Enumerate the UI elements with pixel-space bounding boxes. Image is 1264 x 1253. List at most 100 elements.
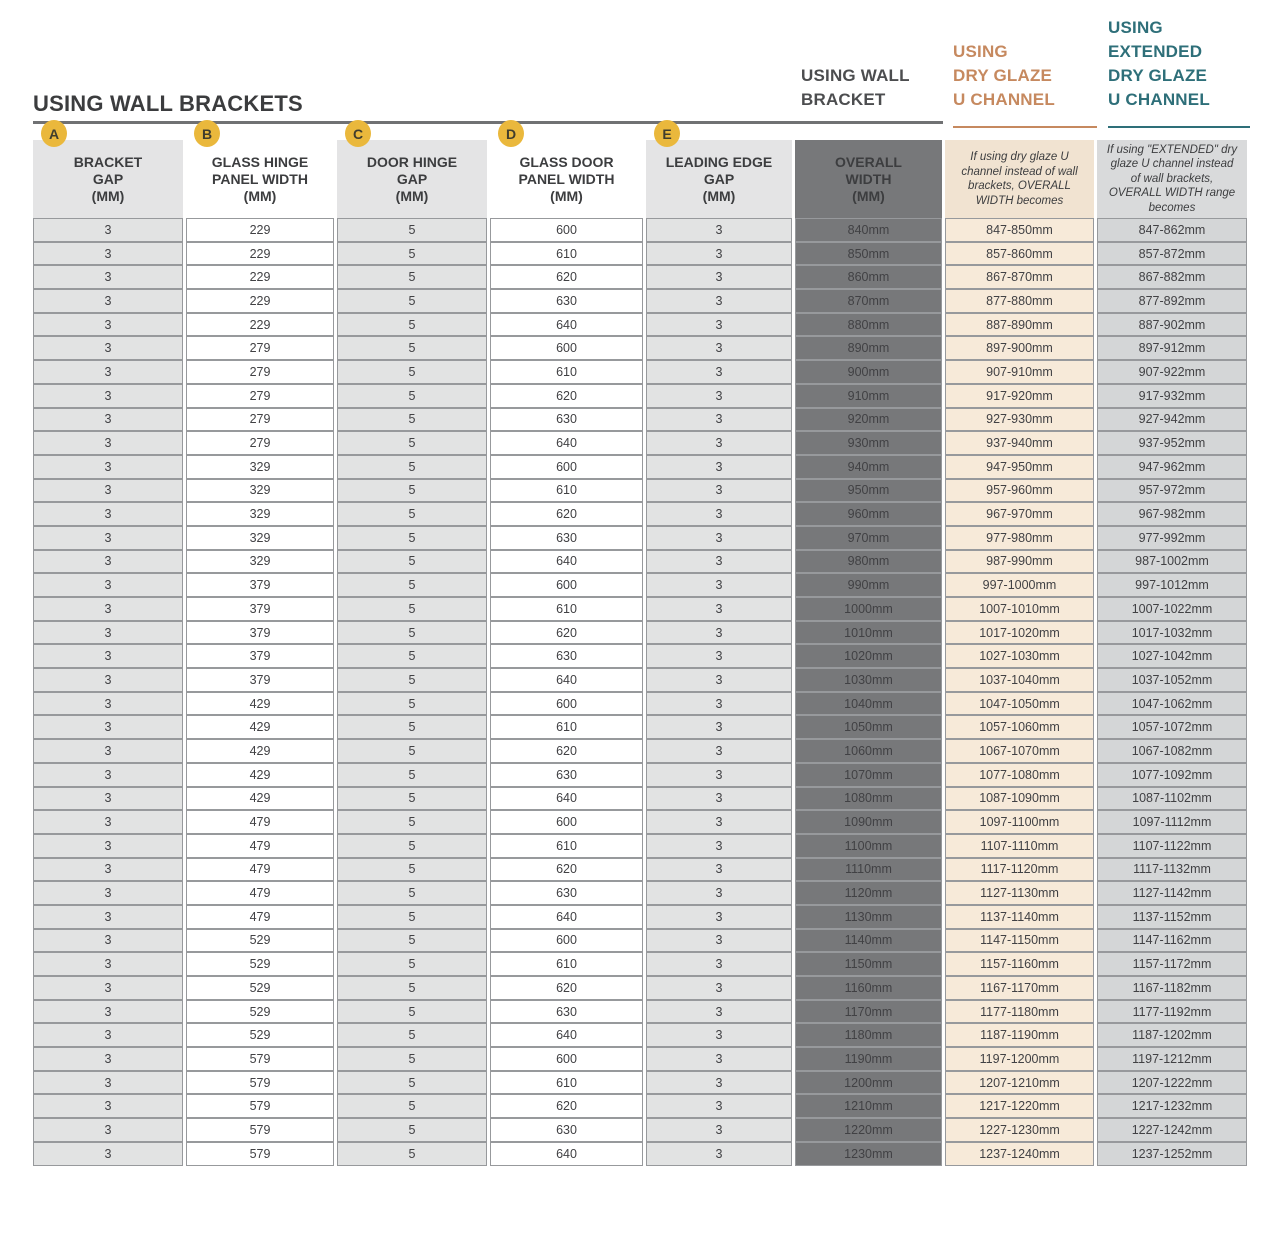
- cell-extended-dry-glaze-width: 967-982mm: [1097, 502, 1247, 526]
- table-row: 3 379 5 640 3 1030mm 1037-1040mm 1037-1052mm: [33, 668, 1247, 692]
- table-row: 3 579 5 640 3 1230mm 1237-1240mm 1237-1252mm: [33, 1141, 1247, 1166]
- cell-bracket-gap: 3: [33, 976, 183, 1000]
- table-row: 3 579 5 630 3 1220mm 1227-1230mm 1227-1242mm: [33, 1118, 1247, 1142]
- cell-overall-width: 990mm: [795, 573, 942, 597]
- col-header-glass-hinge-panel-width: GLASS HINGE PANEL WIDTH (MM): [186, 140, 334, 218]
- table-row: 3 579 5 600 3 1190mm 1197-1200mm 1197-1212mm: [33, 1047, 1247, 1071]
- cell-dry-glaze-width: 1197-1200mm: [945, 1047, 1094, 1071]
- cell-door-hinge-gap: 5: [337, 502, 487, 526]
- cell-overall-width: 1060mm: [795, 739, 942, 763]
- divider-dark: [33, 121, 943, 124]
- cell-dry-glaze-width: 1027-1030mm: [945, 644, 1094, 669]
- cell-door-hinge-gap: 5: [337, 668, 487, 692]
- cell-extended-dry-glaze-width: 1037-1052mm: [1097, 668, 1247, 692]
- cell-leading-edge-gap: 3: [646, 1141, 792, 1166]
- cell-extended-dry-glaze-width: 857-872mm: [1097, 241, 1247, 266]
- cell-bracket-gap: 3: [33, 881, 183, 905]
- cell-leading-edge-gap: 3: [646, 431, 792, 455]
- cell-leading-edge-gap: 3: [646, 644, 792, 669]
- table-row: 3 279 5 600 3 890mm 897-900mm 897-912mm: [33, 336, 1247, 361]
- cell-dry-glaze-width: 1237-1240mm: [945, 1141, 1094, 1166]
- cell-overall-width: 860mm: [795, 265, 942, 290]
- cell-extended-dry-glaze-width: 1227-1242mm: [1097, 1118, 1247, 1142]
- cell-extended-dry-glaze-width: 1157-1172mm: [1097, 952, 1247, 976]
- cell-leading-edge-gap: 3: [646, 573, 792, 597]
- cell-glass-hinge-panel-width: 379: [186, 597, 334, 621]
- cell-glass-door-panel-width: 630: [490, 881, 643, 905]
- cell-extended-dry-glaze-width: 1117-1132mm: [1097, 857, 1247, 882]
- cell-leading-edge-gap: 3: [646, 289, 792, 313]
- cell-bracket-gap: 3: [33, 715, 183, 740]
- cell-leading-edge-gap: 3: [646, 360, 792, 384]
- cell-glass-door-panel-width: 600: [490, 573, 643, 597]
- table-row: 3 529 5 640 3 1180mm 1187-1190mm 1187-1202mm: [33, 1023, 1247, 1048]
- cell-glass-door-panel-width: 600: [490, 691, 643, 716]
- cell-door-hinge-gap: 5: [337, 644, 487, 669]
- cell-extended-dry-glaze-width: 1107-1122mm: [1097, 833, 1247, 858]
- table-row: 3 329 5 600 3 940mm 947-950mm 947-962mm: [33, 454, 1247, 479]
- cell-glass-door-panel-width: 610: [490, 833, 643, 858]
- col-header-door-hinge-gap: DOOR HINGE GAP (MM): [337, 140, 487, 218]
- col-header-dry-glaze-width: If using dry glaze U channel instead of …: [945, 140, 1094, 218]
- cell-bracket-gap: 3: [33, 952, 183, 976]
- cell-leading-edge-gap: 3: [646, 597, 792, 621]
- cell-overall-width: 1190mm: [795, 1047, 942, 1071]
- cell-glass-door-panel-width: 600: [490, 336, 643, 361]
- cell-leading-edge-gap: 3: [646, 525, 792, 550]
- cell-glass-hinge-panel-width: 429: [186, 762, 334, 787]
- table-row: 3 429 5 610 3 1050mm 1057-1060mm 1057-1072mm: [33, 715, 1247, 740]
- cell-extended-dry-glaze-width: 1127-1142mm: [1097, 881, 1247, 905]
- cell-leading-edge-gap: 3: [646, 999, 792, 1024]
- group-heading-wall-bracket: USING WALL BRACKET: [801, 66, 910, 109]
- cell-bracket-gap: 3: [33, 431, 183, 455]
- cell-glass-hinge-panel-width: 329: [186, 525, 334, 550]
- cell-extended-dry-glaze-width: 1147-1162mm: [1097, 928, 1247, 953]
- cell-glass-door-panel-width: 600: [490, 218, 643, 242]
- badge-d-icon: D: [498, 120, 524, 147]
- cell-leading-edge-gap: 3: [646, 810, 792, 834]
- cell-door-hinge-gap: 5: [337, 241, 487, 266]
- cell-bracket-gap: 3: [33, 762, 183, 787]
- cell-extended-dry-glaze-width: 1067-1082mm: [1097, 739, 1247, 763]
- cell-bracket-gap: 3: [33, 549, 183, 574]
- cell-glass-hinge-panel-width: 379: [186, 668, 334, 692]
- cell-glass-hinge-panel-width: 529: [186, 952, 334, 976]
- cell-door-hinge-gap: 5: [337, 999, 487, 1024]
- cell-leading-edge-gap: 3: [646, 881, 792, 905]
- col-header-bracket-gap: BRACKET GAP (MM): [33, 140, 183, 218]
- cell-glass-door-panel-width: 640: [490, 1023, 643, 1048]
- cell-leading-edge-gap: 3: [646, 952, 792, 976]
- cell-glass-hinge-panel-width: 579: [186, 1141, 334, 1166]
- cell-glass-hinge-panel-width: 229: [186, 265, 334, 290]
- cell-overall-width: 1100mm: [795, 833, 942, 858]
- cell-glass-hinge-panel-width: 579: [186, 1094, 334, 1119]
- cell-extended-dry-glaze-width: 1017-1032mm: [1097, 620, 1247, 645]
- cell-glass-hinge-panel-width: 429: [186, 739, 334, 763]
- cell-glass-hinge-panel-width: 229: [186, 312, 334, 337]
- table-header: BRACKET GAP (MM) GLASS HINGE PANEL WIDTH…: [33, 140, 1247, 218]
- table-row: 3 429 5 630 3 1070mm 1077-1080mm 1077-1092mm: [33, 762, 1247, 787]
- cell-door-hinge-gap: 5: [337, 478, 487, 503]
- cell-bracket-gap: 3: [33, 407, 183, 432]
- cell-bracket-gap: 3: [33, 1141, 183, 1166]
- cell-bracket-gap: 3: [33, 620, 183, 645]
- cell-door-hinge-gap: 5: [337, 218, 487, 242]
- cell-dry-glaze-width: 1137-1140mm: [945, 904, 1094, 929]
- table-row: 3 279 5 630 3 920mm 927-930mm 927-942mm: [33, 407, 1247, 432]
- cell-leading-edge-gap: 3: [646, 1094, 792, 1119]
- table-row: 3 479 5 600 3 1090mm 1097-1100mm 1097-1112mm: [33, 810, 1247, 834]
- cell-door-hinge-gap: 5: [337, 573, 487, 597]
- cell-glass-door-panel-width: 620: [490, 620, 643, 645]
- cell-overall-width: 1230mm: [795, 1141, 942, 1166]
- cell-leading-edge-gap: 3: [646, 336, 792, 361]
- badge-e-icon: E: [654, 120, 680, 147]
- cell-dry-glaze-width: 907-910mm: [945, 360, 1094, 384]
- cell-bracket-gap: 3: [33, 336, 183, 361]
- cell-leading-edge-gap: 3: [646, 691, 792, 716]
- cell-leading-edge-gap: 3: [646, 265, 792, 290]
- table-row: 3 529 5 610 3 1150mm 1157-1160mm 1157-1172mm: [33, 952, 1247, 976]
- cell-glass-hinge-panel-width: 429: [186, 786, 334, 811]
- cell-overall-width: 1220mm: [795, 1118, 942, 1142]
- table-row: 3 479 5 630 3 1120mm 1127-1130mm 1127-1142mm: [33, 881, 1247, 905]
- divider-dry-glaze: [953, 126, 1097, 128]
